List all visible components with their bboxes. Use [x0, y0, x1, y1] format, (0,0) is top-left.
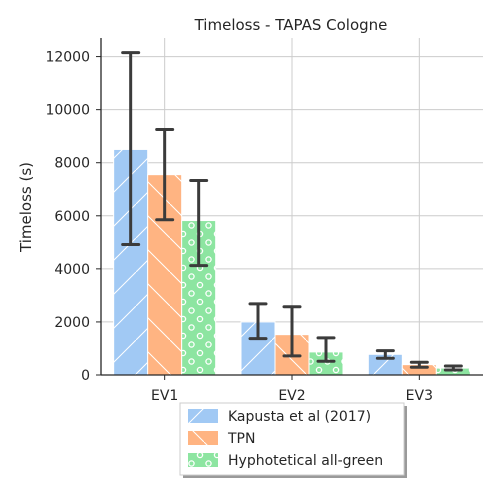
legend-label: Hyphotetical all-green — [228, 453, 383, 469]
y-tick-label: 2000 — [54, 315, 90, 331]
y-tick-label: 8000 — [54, 156, 90, 172]
x-tick-label: EV2 — [278, 388, 305, 404]
legend-swatch-hatch — [188, 409, 218, 423]
y-tick-label: 4000 — [54, 262, 90, 278]
bar-hatch — [402, 364, 437, 375]
legend-swatch-hatch — [188, 453, 218, 467]
x-tick-label: EV1 — [151, 388, 178, 404]
axes: 0 2000 4000 6000 8000 10000 12000 EV1 EV2 EV3 — [45, 38, 483, 404]
legend: Kapusta et al (2017) TPN Hyphotetical all-… — [179, 402, 407, 478]
x-tick-label: EV3 — [406, 388, 433, 404]
y-axis-label: Timeloss (s) — [17, 162, 35, 253]
legend-label: Kapusta et al (2017) — [228, 409, 371, 425]
y-tick-label: 10000 — [45, 103, 90, 119]
chart-title: Timeloss - TAPAS Cologne — [194, 16, 388, 34]
error-bars — [121, 51, 463, 372]
y-tick-label: 6000 — [54, 209, 90, 225]
legend-label: TPN — [227, 431, 255, 447]
legend-swatch-hatch — [188, 431, 218, 445]
y-tick-label: 12000 — [45, 50, 90, 66]
y-tick-label: 0 — [81, 368, 90, 384]
bar-hatch — [436, 368, 471, 375]
bar-hatch — [309, 351, 343, 375]
